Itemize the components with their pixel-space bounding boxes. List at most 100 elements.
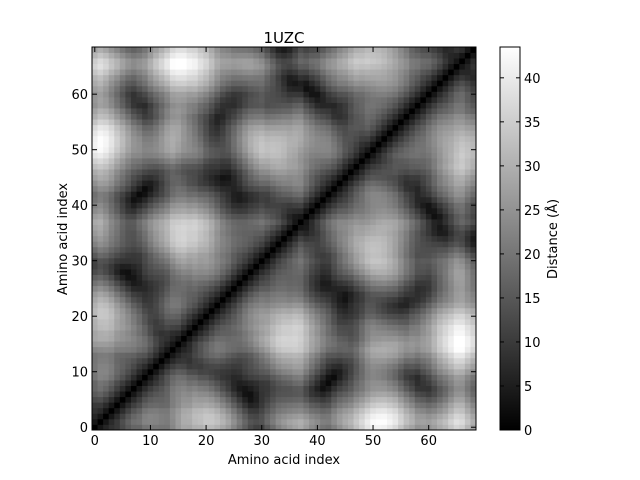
heatmap-cell [225, 413, 232, 420]
heatmap-cell [264, 80, 271, 87]
heatmap-cell [186, 363, 193, 370]
heatmap-cell [236, 202, 243, 209]
heatmap-cell [264, 180, 271, 187]
heatmap-cell [236, 207, 243, 214]
heatmap-cell [359, 280, 366, 287]
heatmap-cell [253, 141, 260, 148]
heatmap-cell [437, 213, 444, 220]
heatmap-cell [320, 141, 327, 148]
heatmap-cell [398, 407, 405, 414]
heatmap-cell [403, 241, 410, 248]
heatmap-cell [403, 318, 410, 325]
heatmap-cell [225, 80, 232, 87]
heatmap-cell [130, 307, 137, 314]
heatmap-cell [437, 185, 444, 192]
heatmap-cell [103, 180, 110, 187]
heatmap-cell [220, 135, 226, 142]
heatmap-cell [320, 207, 327, 214]
heatmap-cell [225, 196, 232, 203]
heatmap-cell [409, 302, 416, 309]
heatmap-cell [442, 146, 449, 153]
heatmap-cell [208, 219, 215, 226]
heatmap-cell [119, 58, 126, 65]
heatmap-cell [336, 274, 343, 281]
heatmap-cell [281, 307, 288, 314]
heatmap-cell [169, 374, 176, 381]
heatmap-cell [364, 52, 371, 59]
heatmap-cell [181, 191, 188, 198]
heatmap-cell [442, 257, 449, 264]
heatmap-cell [375, 102, 382, 109]
heatmap-cell [214, 102, 221, 109]
heatmap-cell [130, 169, 137, 176]
heatmap-cell [364, 274, 371, 281]
heatmap-cell [220, 130, 226, 137]
heatmap-cell [181, 85, 188, 92]
heatmap-cell [348, 207, 354, 214]
heatmap-cell [130, 69, 137, 76]
colorbar-tick-label: 15 [524, 292, 541, 307]
heatmap-cell [425, 85, 432, 92]
heatmap-cell [353, 202, 360, 209]
heatmap-cell [158, 307, 165, 314]
heatmap-cell [181, 52, 188, 59]
heatmap-cell [125, 280, 132, 287]
heatmap-cell [119, 368, 126, 375]
heatmap-cell [398, 318, 405, 325]
heatmap-cell [470, 185, 477, 192]
heatmap-cell [303, 374, 310, 381]
heatmap-cell [208, 224, 215, 231]
heatmap-cell [359, 191, 366, 198]
heatmap-cell [464, 119, 471, 126]
heatmap-cell [398, 207, 405, 214]
heatmap-cell [398, 174, 405, 181]
heatmap-cell [292, 402, 299, 409]
heatmap-cell [353, 374, 360, 381]
heatmap-cell [336, 196, 343, 203]
heatmap-cell [119, 374, 126, 381]
heatmap-cell [164, 313, 171, 320]
heatmap-cell [208, 391, 215, 398]
heatmap-cell [192, 385, 199, 392]
heatmap-cell [264, 246, 271, 253]
heatmap-cell [353, 402, 360, 409]
heatmap-cell [136, 285, 143, 292]
heatmap-cell [459, 391, 466, 398]
heatmap-cell [331, 85, 338, 92]
heatmap-cell [242, 58, 249, 65]
heatmap-cell [392, 385, 399, 392]
heatmap-cell [392, 313, 399, 320]
heatmap-cell [258, 324, 265, 331]
heatmap-cell [409, 257, 416, 264]
heatmap-cell [370, 257, 377, 264]
heatmap-cell [147, 163, 154, 170]
heatmap-cell [242, 163, 249, 170]
heatmap-cell [420, 324, 427, 331]
heatmap-cell [181, 385, 188, 392]
heatmap-cell [281, 224, 288, 231]
heatmap-cell [453, 324, 460, 331]
heatmap-cell [381, 91, 388, 98]
heatmap-cell [314, 307, 321, 314]
heatmap-cell [197, 257, 204, 264]
heatmap-cell [409, 341, 416, 348]
heatmap-cell [309, 108, 316, 115]
heatmap-cell [236, 141, 243, 148]
heatmap-cell [420, 257, 427, 264]
heatmap-cell [420, 357, 427, 364]
heatmap-cell [258, 274, 265, 281]
heatmap-cell [342, 413, 349, 420]
heatmap-cell [348, 263, 354, 270]
heatmap-cell [309, 141, 316, 148]
heatmap-cell [309, 219, 316, 226]
heatmap-cell [164, 124, 171, 131]
heatmap-cell [314, 207, 321, 214]
heatmap-cell [314, 296, 321, 303]
heatmap-cell [453, 330, 460, 337]
heatmap-cell [381, 274, 388, 281]
heatmap-cell [136, 318, 143, 325]
heatmap-cell [281, 174, 288, 181]
heatmap-cell [264, 391, 271, 398]
heatmap-cell [208, 113, 215, 120]
heatmap-cell [359, 230, 366, 237]
